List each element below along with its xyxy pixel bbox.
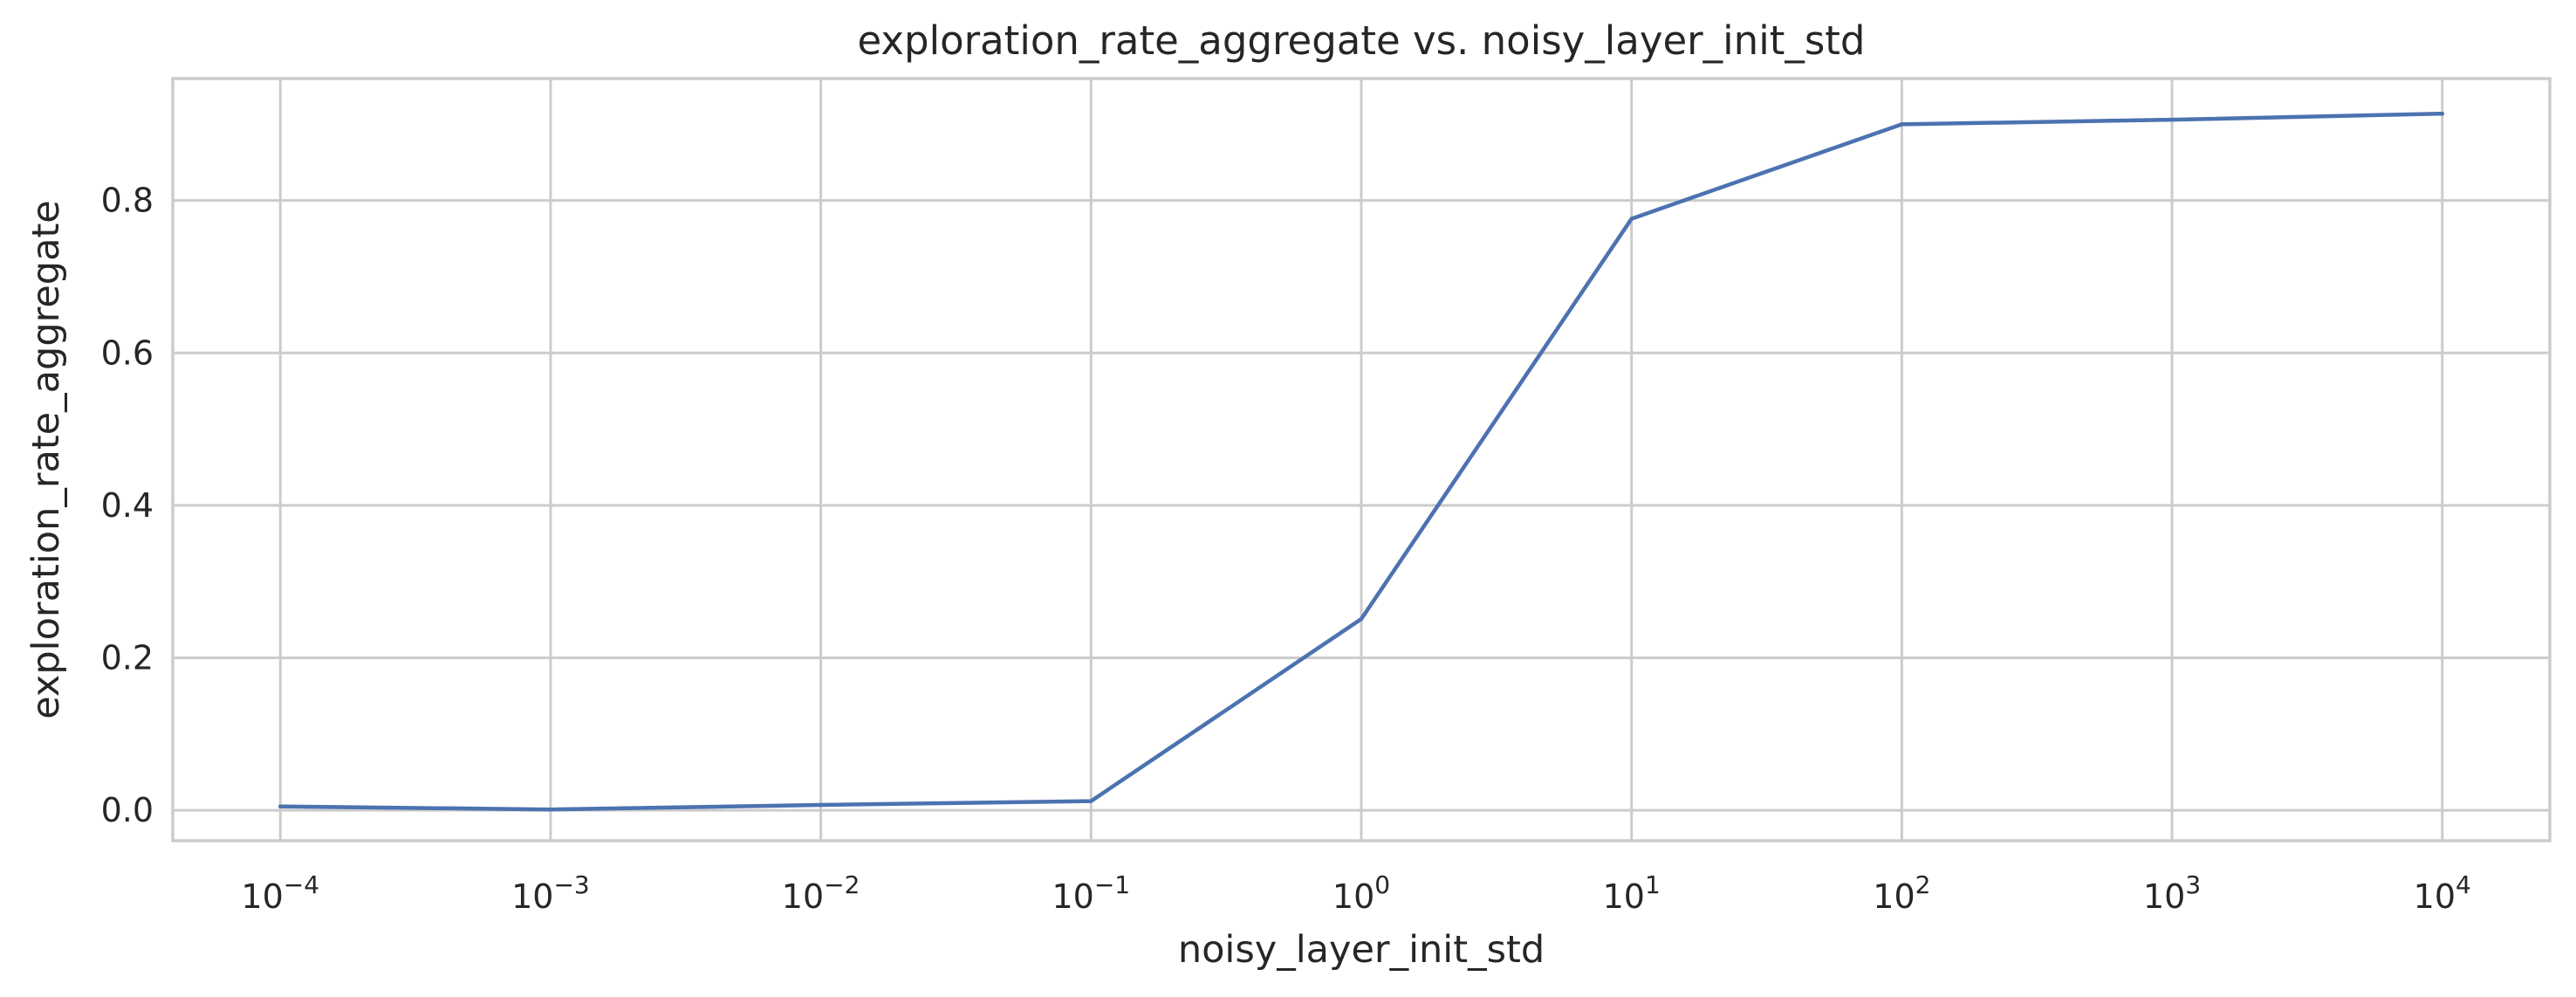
x-tick-label: 103 <box>2143 870 2201 916</box>
grid <box>173 79 2550 841</box>
data-point <box>819 802 823 808</box>
y-tick-labels: 0.0 0.2 0.4 0.6 0.8 <box>101 182 154 829</box>
y-tick-label: 0.2 <box>101 638 154 677</box>
data-point <box>1089 799 1093 803</box>
x-tick-labels: 10−4 10−3 10−2 10−1 100 101 102 103 104 <box>241 870 2470 916</box>
data-point <box>2169 117 2175 122</box>
x-tick-label: 100 <box>1333 870 1390 916</box>
x-axis-label: noisy_layer_init_std <box>1178 928 1545 972</box>
data-point <box>2440 111 2444 116</box>
y-axis-label: exploration_rate_aggregate <box>24 200 68 719</box>
data-point <box>278 804 283 808</box>
y-tick-label: 0.0 <box>101 791 154 829</box>
data-point <box>1900 122 1904 127</box>
y-tick-label: 0.4 <box>101 486 154 525</box>
x-tick-label: 10−1 <box>1052 870 1130 916</box>
data-point <box>548 808 553 812</box>
x-tick-label: 10−4 <box>241 870 319 916</box>
plot-frame <box>171 77 2552 842</box>
y-tick-label: 0.6 <box>101 333 154 372</box>
x-tick-label: 102 <box>1873 870 1930 916</box>
x-tick-label: 10−3 <box>511 870 590 916</box>
chart-title: exploration_rate_aggregate vs. noisy_lay… <box>857 17 1865 64</box>
x-tick-label: 101 <box>1603 870 1661 916</box>
y-tick-label: 0.8 <box>101 182 154 220</box>
x-tick-label: 104 <box>2414 870 2471 916</box>
data-point <box>1629 217 1634 221</box>
data-point <box>1359 616 1364 622</box>
x-tick-label: 10−2 <box>782 870 860 916</box>
series-layer <box>277 111 2445 812</box>
